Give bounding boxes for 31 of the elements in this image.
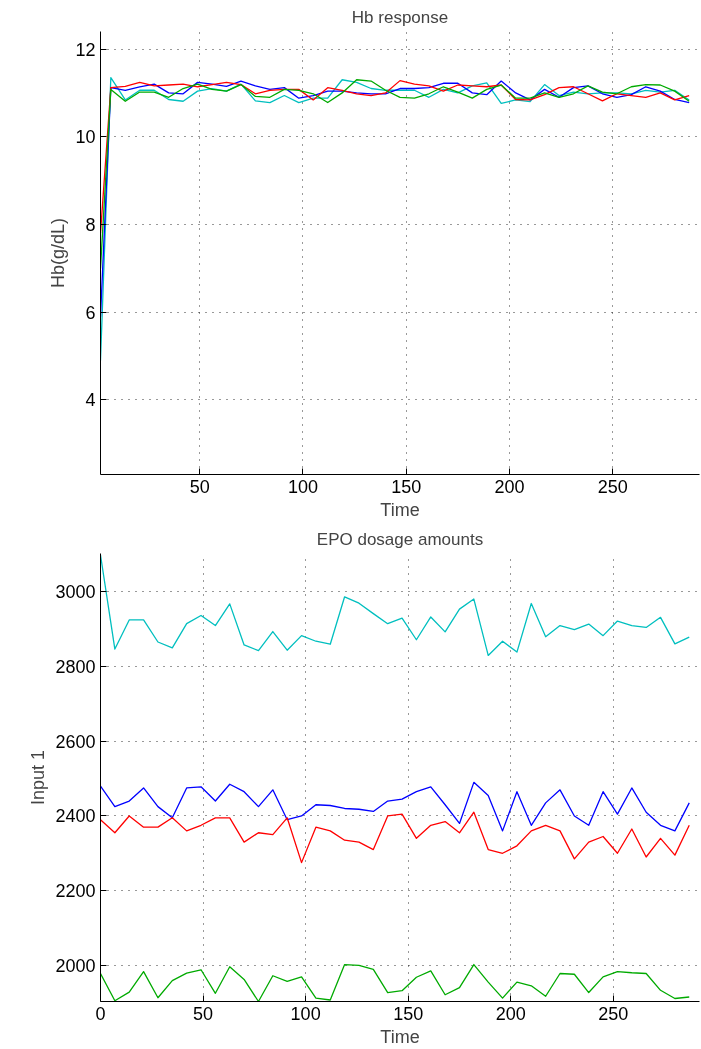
y-tick-label: 4 xyxy=(85,390,96,411)
y-tick-label: 3000 xyxy=(55,582,96,603)
x-tick-label: 150 xyxy=(393,1003,424,1024)
line-series xyxy=(100,811,690,864)
y-tick-label: 2800 xyxy=(55,657,96,678)
y-tick-label: 2400 xyxy=(55,806,96,827)
y-tick-label: 2600 xyxy=(55,731,96,752)
y-tick-label: 8 xyxy=(85,214,96,235)
x-tick-label: 50 xyxy=(193,1003,214,1024)
line-series xyxy=(100,554,690,657)
y-tick-label: 2000 xyxy=(55,955,96,976)
x-tick-label: 50 xyxy=(189,476,210,497)
x-tick-label: 200 xyxy=(494,476,525,497)
chart-title: EPO dosage amounts xyxy=(316,529,484,549)
y-tick-label: 6 xyxy=(85,302,96,323)
y-axis-title: Input 1 xyxy=(28,749,49,806)
y-axis-title: Hb(g/dL) xyxy=(48,217,69,289)
x-axis-title: Time xyxy=(380,499,420,520)
x-tick-label: 100 xyxy=(290,1003,321,1024)
x-axis-title: Time xyxy=(380,1026,420,1047)
y-tick-label: 2200 xyxy=(55,881,96,902)
x-tick-label: 100 xyxy=(287,476,318,497)
x-tick-label: 200 xyxy=(495,1003,526,1024)
x-tick-label: 250 xyxy=(597,476,628,497)
chart-title: Hb response xyxy=(351,7,449,27)
line-series xyxy=(100,781,690,832)
y-tick-label: 12 xyxy=(75,39,96,60)
y-tick-label: 10 xyxy=(75,127,96,148)
x-tick-label: 150 xyxy=(391,476,422,497)
x-tick-label: 0 xyxy=(95,1003,106,1024)
x-tick-label: 250 xyxy=(598,1003,629,1024)
